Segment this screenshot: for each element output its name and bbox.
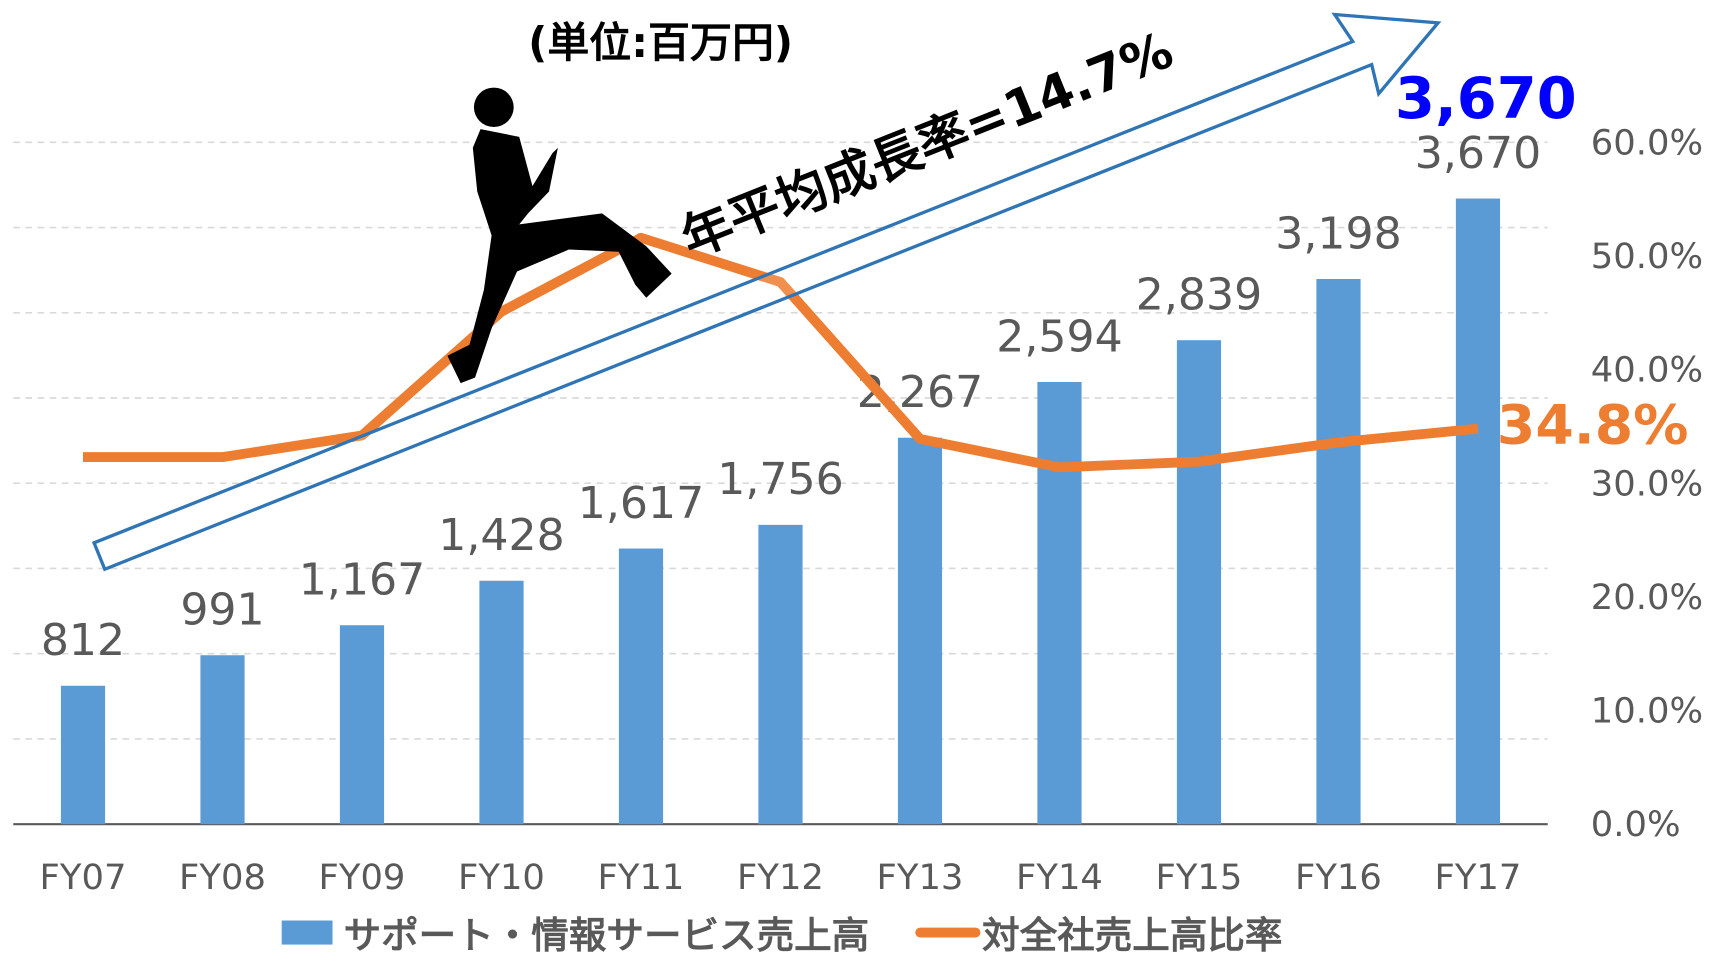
y2-tick-label: 0.0%: [1591, 804, 1681, 845]
bar-value-label: 991: [180, 585, 264, 636]
bar: [618, 548, 664, 825]
highlight-line-label: 34.8%: [1497, 393, 1689, 457]
bar-value-label: 3,670: [1415, 128, 1541, 179]
legend: サポート・情報サービス売上高 対全社売上高比率: [281, 913, 1282, 957]
x-tick-label: FY11: [598, 857, 685, 898]
x-tick-label: FY10: [458, 857, 545, 898]
y2-tick-label: 50.0%: [1591, 236, 1703, 277]
bar-value-label: 3,198: [1275, 209, 1401, 260]
x-tick-label: FY17: [1435, 857, 1522, 898]
x-tick-label: FY14: [1016, 857, 1103, 898]
x-tick-label: FY12: [737, 857, 824, 898]
bar-value-label: 1,756: [717, 454, 843, 505]
bar: [1176, 340, 1222, 825]
line-layer: [83, 232, 1479, 473]
bar: [1316, 279, 1361, 825]
x-tick-label: FY09: [319, 857, 406, 898]
y2-tick-label: 20.0%: [1591, 577, 1703, 618]
line-series: [83, 232, 1479, 473]
bar: [1455, 198, 1501, 825]
unit-note: (単位:百万円): [528, 18, 793, 67]
bar: [897, 437, 943, 825]
y2-tick-label: 60.0%: [1591, 122, 1703, 163]
bar-value-label: 1,617: [578, 478, 704, 529]
legend-swatch: [281, 920, 333, 945]
runner: [447, 87, 672, 384]
bar-value-label: 812: [41, 615, 125, 666]
legend-label: サポート・情報サービス売上高: [344, 913, 870, 957]
y2-tick-label: 10.0%: [1591, 691, 1703, 732]
x-tick-label: FY07: [40, 857, 127, 898]
bar: [1037, 381, 1082, 825]
bar: [60, 685, 106, 825]
bar-value-label: 1,428: [438, 510, 564, 561]
arrow-shape: [91, 12, 1442, 572]
growth-arrow: [91, 12, 1442, 572]
x-tick-label: FY16: [1295, 857, 1382, 898]
x-tick-label: FY13: [877, 857, 964, 898]
x-tick-label: FY08: [179, 857, 266, 898]
grid: 0.0% 10.0% 20.0% 30.0% 40.0% 50.0% 60.0% FY07 FY…: [13, 122, 1703, 898]
highlight-bar-label: 3,670: [1395, 66, 1577, 132]
y2-tick-label: 30.0%: [1591, 463, 1703, 504]
bar-value-label: 2,839: [1136, 270, 1262, 321]
x-tick-label: FY15: [1156, 857, 1243, 898]
bar: [339, 625, 385, 825]
bar: [758, 524, 803, 825]
y2-tick-label: 40.0%: [1591, 350, 1703, 391]
bar-value-label: 1,167: [299, 555, 425, 606]
bar-value-label: 2,594: [996, 312, 1122, 363]
legend-label: 対全社売上高比率: [982, 913, 1282, 957]
bar: [479, 580, 524, 825]
bar: [200, 655, 245, 825]
